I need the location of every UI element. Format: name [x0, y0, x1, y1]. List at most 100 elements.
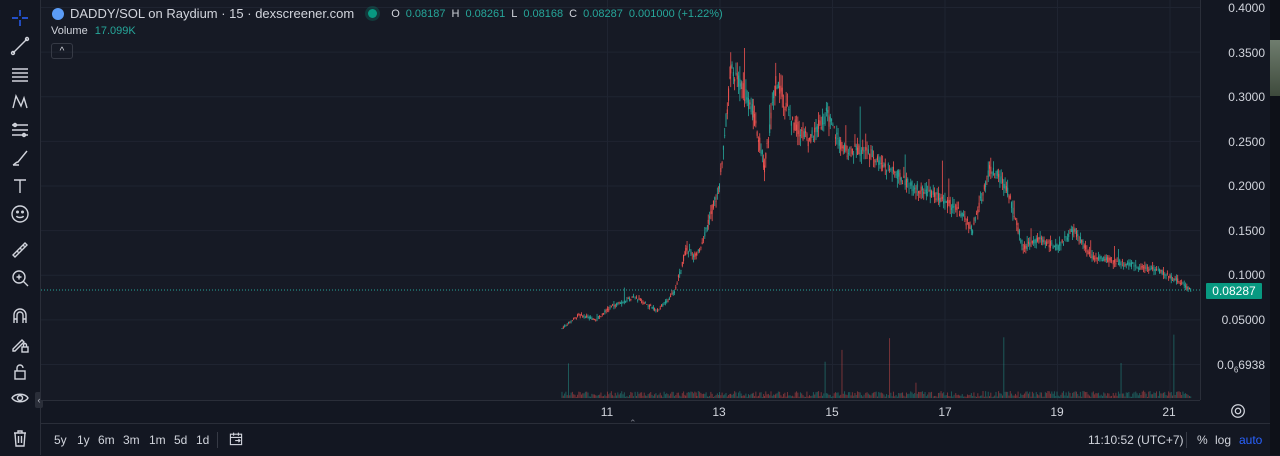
- volume-bar: [626, 396, 628, 398]
- volume-bar: [1170, 391, 1172, 398]
- volume-bar: [871, 393, 873, 398]
- volume-bar: [965, 396, 967, 398]
- range-5d-button[interactable]: 5d: [174, 433, 188, 447]
- legend-collapse-button[interactable]: ^: [51, 43, 73, 59]
- candle-body: [587, 316, 589, 319]
- candle-body: [818, 120, 820, 129]
- volume-bar: [1173, 334, 1175, 398]
- text-icon[interactable]: [8, 174, 32, 198]
- price-label: 0.3000: [1228, 90, 1265, 104]
- candle-body: [876, 156, 878, 161]
- magnet-icon[interactable]: [8, 304, 32, 328]
- volume-bar: [953, 394, 955, 398]
- range-6m-button[interactable]: 6m: [98, 433, 115, 447]
- volume-bar: [1065, 392, 1067, 398]
- candle-body: [617, 302, 619, 305]
- symbol-title[interactable]: DADDY/SOL on Raydium · 15 · dexscreener.…: [70, 6, 355, 21]
- candle-body: [635, 296, 637, 298]
- candle-body: [1156, 269, 1158, 270]
- candle-body: [1063, 243, 1064, 245]
- pattern-icon[interactable]: [8, 90, 32, 114]
- candle-body: [850, 155, 852, 156]
- chart-area[interactable]: [41, 0, 1200, 400]
- candle-body: [1052, 245, 1054, 249]
- candle-body: [1034, 239, 1036, 245]
- volume-bar: [1029, 391, 1031, 398]
- volume-bar: [859, 392, 861, 398]
- collapse-toolbar-button[interactable]: ‹: [35, 392, 43, 408]
- lock-icon[interactable]: [8, 360, 32, 384]
- candle-body: [674, 291, 675, 294]
- volume-bar: [732, 393, 734, 398]
- trash-icon[interactable]: [8, 426, 32, 450]
- candle-body: [832, 124, 834, 126]
- candle-body: [591, 318, 593, 320]
- candle-body: [947, 199, 949, 208]
- range-5y-button[interactable]: 5y: [54, 433, 67, 447]
- volume-bar: [629, 395, 631, 398]
- candle-body: [1018, 229, 1020, 236]
- volume-bar: [1042, 396, 1044, 398]
- percent-toggle[interactable]: %: [1197, 433, 1208, 447]
- range-3m-button[interactable]: 3m: [123, 433, 140, 447]
- candle-body: [867, 149, 869, 154]
- volume-bar: [825, 393, 827, 398]
- volume-bar: [1092, 391, 1094, 398]
- volume-bar: [740, 393, 742, 398]
- ruler-icon[interactable]: [8, 238, 32, 262]
- crosshair-icon[interactable]: [8, 6, 32, 30]
- volume-bar: [832, 396, 834, 398]
- candle-body: [1183, 284, 1185, 287]
- scroll-up-icon[interactable]: ⌃: [629, 418, 637, 428]
- range-1m-button[interactable]: 1m: [149, 433, 166, 447]
- candle-body: [990, 166, 992, 174]
- chart-settings-icon[interactable]: [1229, 402, 1247, 420]
- volume-bar: [606, 391, 608, 398]
- date-range-icon[interactable]: [228, 431, 244, 450]
- candle-body: [895, 173, 897, 176]
- volume-bar: [784, 392, 786, 398]
- range-1d-button[interactable]: 1d: [196, 433, 210, 447]
- candle-body: [977, 209, 979, 214]
- candle-body: [728, 88, 730, 101]
- volume-bar: [627, 396, 629, 398]
- range-1y-button[interactable]: 1y: [77, 433, 90, 447]
- volume-bar: [1073, 392, 1075, 398]
- candle-body: [944, 198, 946, 203]
- lock-drawing-icon[interactable]: [8, 332, 32, 356]
- volume-bar: [687, 392, 689, 398]
- volume-bar: [1145, 393, 1147, 398]
- volume-bar: [858, 392, 860, 398]
- candle-body: [580, 314, 582, 316]
- candle-body: [932, 191, 934, 195]
- trend-line-icon[interactable]: [8, 34, 32, 58]
- candle-body: [701, 242, 703, 244]
- horizontal-lines-icon[interactable]: [8, 62, 32, 86]
- divider: [217, 432, 218, 448]
- candle-body: [840, 140, 842, 150]
- clock[interactable]: 11:10:52 (UTC+7): [1088, 433, 1184, 447]
- volume-bar: [982, 391, 984, 398]
- fib-icon[interactable]: [8, 118, 32, 142]
- volume-bar: [630, 391, 632, 398]
- brush-icon[interactable]: [8, 146, 32, 170]
- zoom-in-icon[interactable]: [8, 266, 32, 290]
- volume-bar: [672, 391, 674, 398]
- candle-body: [651, 306, 653, 308]
- candle-body: [741, 87, 743, 89]
- auto-toggle[interactable]: auto: [1239, 433, 1263, 447]
- volume-bar: [857, 391, 859, 398]
- volume-bar: [637, 391, 639, 398]
- time-axis[interactable]: 11 13 15 17 19 21: [41, 400, 1200, 423]
- log-toggle[interactable]: log: [1215, 433, 1232, 447]
- volume-bar: [880, 392, 882, 398]
- candle-body: [949, 199, 951, 208]
- eye-icon[interactable]: [8, 386, 32, 410]
- candle-body: [608, 309, 610, 311]
- candle-body: [1127, 262, 1129, 265]
- volume-bar: [1112, 392, 1114, 398]
- candle-body: [785, 102, 787, 109]
- candle-body: [1105, 257, 1107, 261]
- price-axis[interactable]: 0.4000 0.3500 0.3000 0.2500 0.2000 0.150…: [1200, 0, 1271, 400]
- emoji-icon[interactable]: [8, 202, 32, 226]
